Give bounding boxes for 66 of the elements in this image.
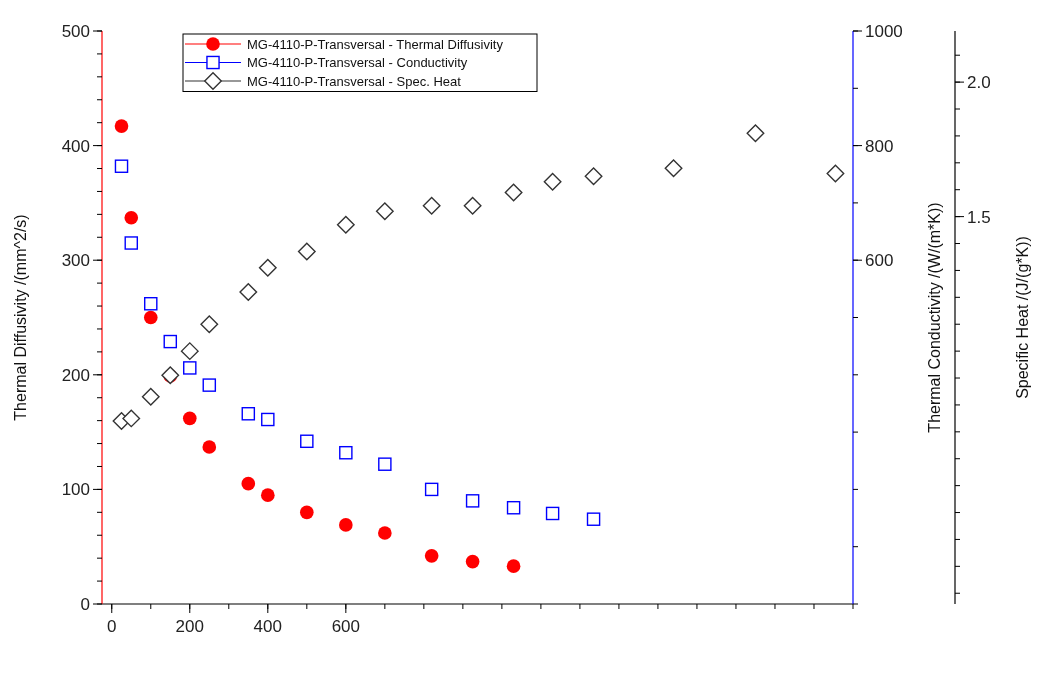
point (124, 210, 139, 225)
x-tick-label: 0 (107, 617, 117, 636)
point (261, 412, 275, 427)
point (260, 488, 275, 502)
point (826, 164, 845, 183)
point (297, 242, 316, 261)
y-tick-label: 500 (61, 21, 90, 41)
y-tick-label: 200 (61, 365, 90, 385)
y2-tick-label: 1000 (865, 21, 903, 41)
point (202, 440, 217, 454)
point (241, 476, 256, 491)
point (183, 361, 197, 375)
point (144, 297, 158, 311)
point (506, 500, 521, 515)
y3-tick-label: 2.0 (967, 73, 991, 93)
legend-label: MG-4110-P-Transversal - Conductivity (247, 55, 468, 71)
y-tick-label: 400 (61, 136, 90, 156)
point (378, 526, 392, 540)
point (114, 159, 129, 173)
point (339, 518, 353, 532)
point (584, 167, 603, 186)
point (463, 196, 482, 215)
point (258, 258, 277, 277)
point (422, 196, 441, 215)
y2-tick-label: 800 (865, 136, 894, 156)
point (339, 445, 353, 460)
point (378, 457, 392, 471)
point (141, 387, 160, 406)
point (300, 434, 314, 449)
point (465, 554, 480, 569)
y2-axis-title: Thermal Conductivity /(W/(m*K)) (926, 202, 943, 433)
point (375, 202, 394, 221)
y2-tick-label: 600 (865, 251, 894, 271)
y-tick-label: 0 (80, 594, 90, 614)
y3-axis-title: Specific Heat /(J/(g*K)) (1014, 236, 1032, 399)
point (143, 310, 158, 325)
point (336, 215, 355, 234)
y3-tick-label: 1.5 (967, 207, 991, 227)
point (506, 559, 521, 573)
legend-label: MG-4110-P-Transversal - Spec. Heat (247, 73, 462, 89)
point (424, 482, 439, 497)
point (545, 506, 560, 521)
point (202, 378, 217, 392)
point (182, 411, 197, 426)
point (424, 549, 439, 563)
y-axis-title: Thermal Diffusivity /(mm^2/s) (12, 214, 29, 421)
y-tick-label: 300 (61, 251, 90, 271)
point (664, 159, 683, 178)
point (114, 119, 129, 133)
legend-label: MG-4110-P-Transversal - Thermal Diffusivity (247, 36, 504, 52)
point (465, 494, 480, 508)
point (122, 409, 141, 428)
point (163, 334, 178, 349)
point (504, 183, 523, 202)
y-tick-label: 100 (61, 480, 90, 500)
point (241, 407, 256, 421)
point (746, 124, 765, 143)
point (124, 236, 139, 250)
point (586, 512, 601, 526)
x-tick-label: 200 (175, 617, 204, 636)
point (300, 505, 314, 520)
point (200, 315, 219, 334)
x-tick-label: 400 (253, 617, 282, 636)
point (239, 282, 258, 301)
x-tick-label: 600 (331, 617, 361, 636)
point (543, 172, 562, 191)
